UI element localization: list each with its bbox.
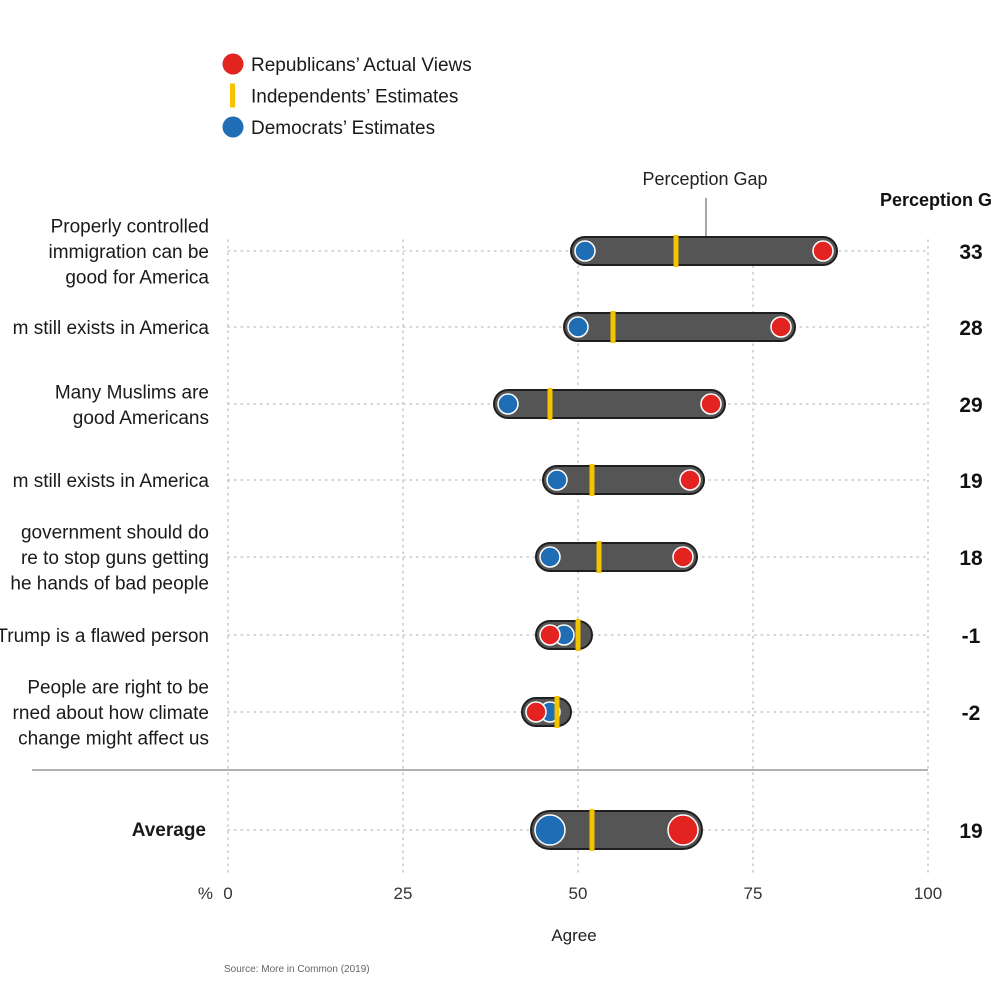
row-gap-value: 29 [959, 394, 982, 417]
row-gap-value: 19 [959, 470, 982, 493]
x-tick-label: 0 [223, 884, 232, 903]
x-axis: 0 25 50 75 100 [223, 884, 942, 903]
row-gap-value: 18 [959, 547, 983, 570]
legend-label: Independents’ Estimates [251, 87, 458, 108]
row-independent-mark [589, 464, 595, 496]
legend-label: Republicans’ Actual Views [251, 55, 472, 76]
chart-row: Properly controlled immigration can be goo… [48, 217, 982, 289]
legend: Republicans’ Actual Views Independents’ E… [222, 53, 472, 139]
legend-republican-marker [222, 53, 244, 75]
row-gap-bar [542, 465, 705, 495]
row-republican-dot [770, 316, 792, 338]
average-gap-bar [530, 810, 703, 850]
average-democrat-dot [534, 814, 566, 846]
row-label-line: government should do [21, 523, 209, 544]
x-tick-label: 25 [394, 884, 413, 903]
row-independent-mark [554, 696, 560, 728]
average-row: Average 19 [132, 809, 983, 851]
row-republican-dot [539, 624, 561, 646]
row-independent-mark [547, 388, 553, 420]
row-label: government should do re to stop guns gett… [10, 523, 209, 595]
chart-row: Trump is a flawed person -1 [0, 619, 981, 651]
row-label-line: he hands of bad people [10, 574, 209, 595]
gridlines [227, 239, 929, 873]
row-democrat-dot [539, 546, 561, 568]
row-republican-dot [672, 546, 694, 568]
chart-row: Many Muslims are good Americans 29 [55, 382, 983, 429]
row-label-line: good Americans [73, 408, 209, 429]
row-label-line: People are right to be [27, 678, 209, 699]
row-label-line: change might affect us [18, 729, 209, 750]
average-gap-value: 19 [959, 820, 982, 843]
perception-gap-callout: Perception Gap [642, 169, 767, 189]
chart-row: People are right to be rned about how cli… [13, 678, 981, 750]
row-label-line: immigration can be [48, 242, 209, 263]
legend-label: Democrats’ Estimates [251, 118, 435, 139]
row-independent-mark [575, 619, 581, 651]
row-independent-mark [673, 235, 679, 267]
x-tick-label: 75 [744, 884, 763, 903]
row-gap-bar [493, 389, 726, 419]
row-label-line: m still exists in America [13, 471, 210, 492]
row-label: Trump is a flawed person [0, 626, 209, 647]
row-independent-mark [610, 311, 616, 343]
row-label-line: Trump is a flawed person [0, 626, 209, 647]
x-axis-title: Agree [551, 926, 596, 945]
legend-democrat-marker [222, 116, 244, 138]
chart-row: m still exists in America 28 [13, 311, 983, 343]
row-republican-dot [812, 240, 834, 262]
row-label: Many Muslims are good Americans [55, 382, 209, 429]
average-republican-dot [667, 814, 699, 846]
row-democrat-dot [567, 316, 589, 338]
x-tick-label: 100 [914, 884, 942, 903]
row-democrat-dot [497, 393, 519, 415]
row-label-line: m still exists in America [13, 318, 210, 339]
chart-row: m still exists in America 19 [13, 464, 983, 496]
row-democrat-dot [546, 469, 568, 491]
row-gap-value: 33 [959, 241, 982, 264]
average-independent-mark [589, 809, 595, 851]
row-label-line: re to stop guns getting [21, 548, 209, 569]
source-note: Source: More in Common (2019) [224, 964, 370, 975]
row-gap-value: -1 [962, 625, 981, 648]
row-label-line: good for America [65, 268, 209, 289]
x-unit-label: % [198, 884, 213, 903]
row-gap-bar [563, 312, 796, 342]
average-label: Average [132, 820, 206, 841]
row-label-line: Properly controlled [51, 217, 209, 238]
chart-rows: Properly controlled immigration can be goo… [0, 217, 983, 851]
row-label: Properly controlled immigration can be goo… [48, 217, 209, 289]
row-republican-dot [700, 393, 722, 415]
row-label-line: rned about how climate [13, 703, 209, 724]
row-label: People are right to be rned about how cli… [13, 678, 209, 750]
x-tick-label: 50 [569, 884, 588, 903]
row-label: m still exists in America [13, 471, 210, 492]
chart-row: government should do re to stop guns gett… [10, 523, 983, 595]
row-gap-value: 28 [959, 317, 983, 340]
legend-independent-marker [230, 83, 235, 108]
row-democrat-dot [574, 240, 596, 262]
perception-gap-header: Perception G [880, 190, 992, 210]
row-label: m still exists in America [13, 318, 210, 339]
row-gap-value: -2 [962, 702, 981, 725]
row-independent-mark [596, 541, 602, 573]
row-gap-bar [535, 542, 698, 572]
row-label-line: Many Muslims are [55, 382, 209, 403]
row-gap-bar [570, 236, 838, 266]
row-republican-dot [525, 701, 547, 723]
row-republican-dot [679, 469, 701, 491]
